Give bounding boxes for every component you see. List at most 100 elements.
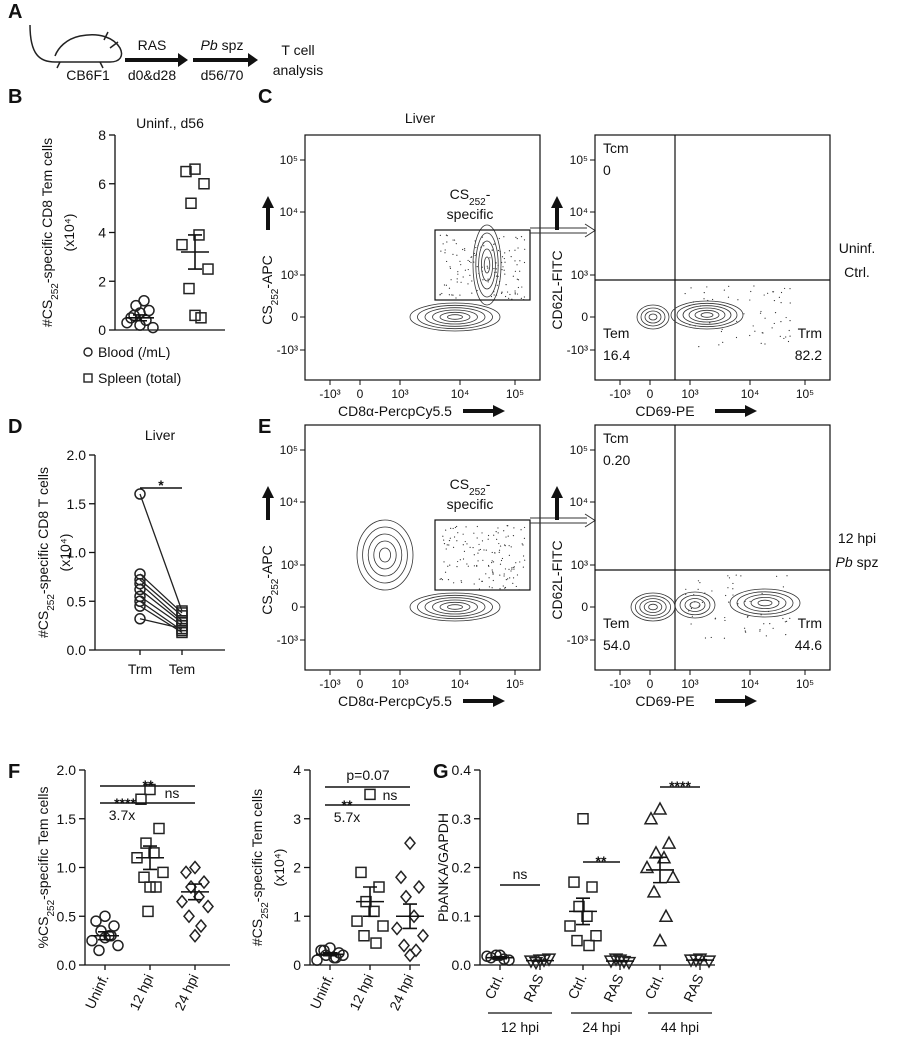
event-dot <box>698 346 700 348</box>
event-dot <box>498 237 500 240</box>
annotation: 3.7x <box>109 807 135 823</box>
step2-rest: spz <box>222 37 244 53</box>
point <box>86 934 98 947</box>
point <box>134 595 146 607</box>
gate-label-part: - <box>486 476 491 492</box>
quadrant-value: 0.20 <box>603 452 630 468</box>
event-dot <box>732 582 734 585</box>
contour <box>639 598 667 616</box>
event-dot <box>504 295 507 298</box>
event-dot <box>694 325 696 327</box>
event-dot <box>514 249 516 251</box>
y-tick-label: -10³ <box>277 343 298 357</box>
contour <box>679 594 711 616</box>
y-axis-label-part: CS <box>259 305 275 324</box>
axis-arrow <box>715 695 757 707</box>
annotation: **** <box>669 778 691 794</box>
point <box>351 915 363 927</box>
y-tick-label: 2.0 <box>67 447 87 463</box>
y-axis-label-part: 252 <box>46 899 57 916</box>
event-dot <box>749 334 751 337</box>
event-dot <box>749 600 751 603</box>
event-dot <box>481 270 483 272</box>
point <box>400 889 412 904</box>
event-dot <box>511 567 513 569</box>
annotation: ** <box>342 797 353 813</box>
event-dot <box>718 344 720 346</box>
event-dot <box>789 320 791 322</box>
event-dot <box>457 560 459 563</box>
event-dot <box>519 561 521 563</box>
y-tick-label: 10⁴ <box>279 205 298 219</box>
event-dot <box>495 531 497 533</box>
event-dot <box>499 250 501 252</box>
point <box>528 956 544 971</box>
event-dot <box>789 617 791 619</box>
event-dot <box>508 554 510 556</box>
event-dot <box>701 601 704 603</box>
sem-bar <box>188 883 202 901</box>
event-dot <box>440 250 442 252</box>
point <box>142 905 154 918</box>
y-axis-label: #CS252-specific CD8 T cells <box>35 467 57 638</box>
event-dot <box>471 292 473 294</box>
event-dot <box>514 270 516 272</box>
group-label: 12 hpi <box>501 1019 539 1035</box>
event-dot <box>470 261 472 264</box>
event-dot <box>460 281 462 283</box>
event-dot <box>495 275 498 277</box>
event-dot <box>499 588 501 590</box>
event-dot <box>448 544 450 546</box>
event-dot <box>707 299 709 302</box>
event-dot <box>749 299 751 301</box>
event-dot <box>459 294 461 296</box>
event-dot <box>444 249 446 251</box>
event-dot <box>462 544 464 546</box>
y-axis-label-part: PbANKA/GAPDH <box>435 813 451 922</box>
event-dot <box>456 525 458 528</box>
point <box>648 845 664 859</box>
y-tick-label: 10⁴ <box>569 495 588 509</box>
event-dot <box>473 583 475 585</box>
event-dot <box>698 605 700 607</box>
point <box>157 866 169 879</box>
event-dot <box>486 265 488 267</box>
gate-label-part: - <box>486 186 491 202</box>
contour <box>475 232 499 298</box>
plot-frame <box>304 134 541 381</box>
axis-arrow <box>463 405 505 417</box>
event-dot <box>709 322 711 324</box>
event-dot <box>759 630 761 632</box>
event-dot <box>512 275 514 277</box>
y-axis-label-part: %CS <box>35 917 51 949</box>
event-dot <box>501 256 504 258</box>
event-dot <box>467 259 469 262</box>
contour <box>480 248 493 282</box>
x-tick-label: 0 <box>647 387 654 401</box>
event-dot <box>760 614 762 616</box>
group-label: 24 hpi <box>582 1019 620 1035</box>
event-dot <box>706 286 708 288</box>
event-dot <box>522 544 524 546</box>
y-axis-label-part: 252 <box>270 578 281 595</box>
event-dot <box>492 573 494 575</box>
event-dot <box>468 260 471 263</box>
event-dot <box>761 592 763 595</box>
pair-line <box>139 579 183 617</box>
condition-italic: Pb <box>836 554 853 570</box>
event-dot <box>785 316 787 319</box>
event-dot <box>488 577 490 579</box>
event-dot <box>502 585 504 587</box>
event-dot <box>522 555 525 557</box>
event-dot <box>473 565 475 567</box>
event-dot <box>495 262 497 264</box>
event-dot <box>688 610 690 612</box>
event-dot <box>473 252 476 255</box>
contour <box>689 601 701 609</box>
event-dot <box>442 535 444 537</box>
event-dot <box>485 573 487 575</box>
point <box>198 178 210 190</box>
event-dot <box>448 294 450 296</box>
contour <box>757 599 773 607</box>
event-dot <box>504 568 507 570</box>
